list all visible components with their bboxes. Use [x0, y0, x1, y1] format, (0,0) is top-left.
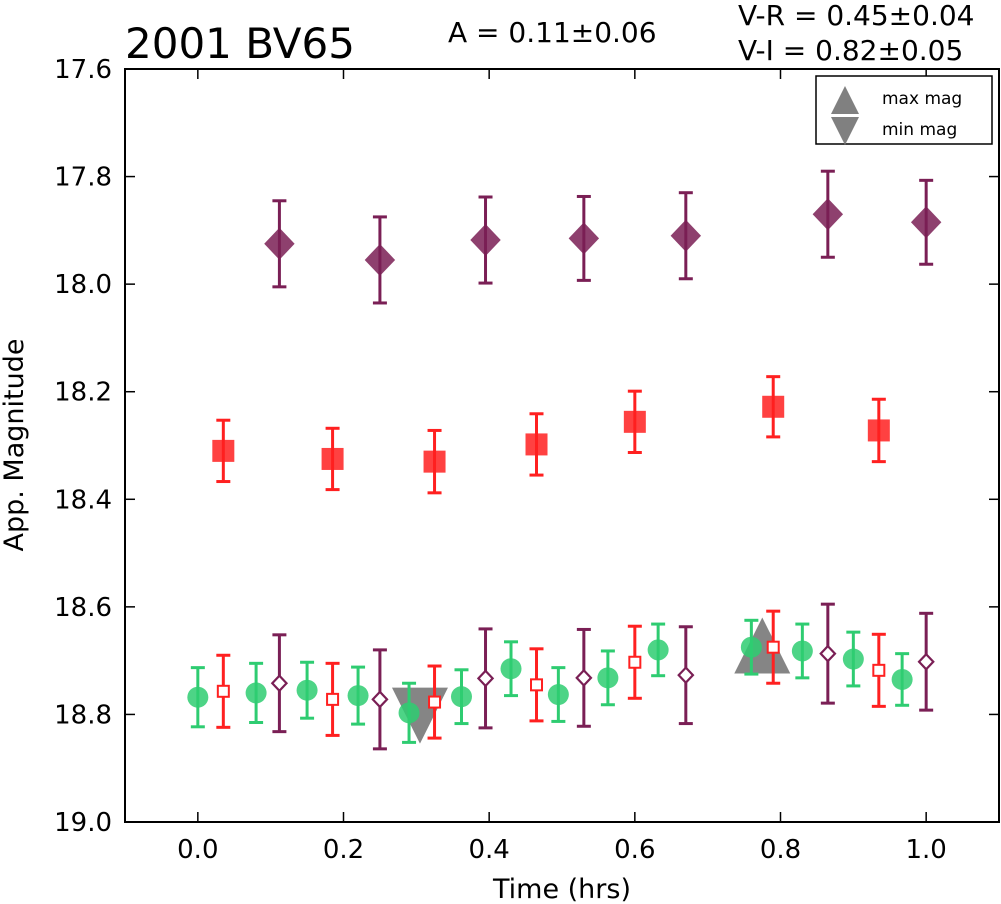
data-point-diamond [470, 224, 501, 257]
data-point-circle [647, 639, 669, 661]
data-point-square [216, 684, 230, 698]
plot-frame [124, 68, 1000, 823]
y-tick-label: 18.4 [54, 485, 112, 515]
min-mag-legend-icon [831, 117, 859, 145]
y-axis-label: App. Magnitude [0, 339, 30, 552]
x-tick-label: 1.0 [905, 835, 946, 865]
data-point-circle [398, 702, 420, 724]
data-point-square [423, 450, 446, 473]
data-point-circle [891, 668, 913, 690]
data-point-diamond [575, 668, 593, 687]
data-point-circle [597, 667, 619, 689]
y-tick-label: 19.0 [54, 808, 112, 838]
data-point-diamond [264, 227, 295, 260]
legend: max mag min mag [815, 75, 993, 145]
v-i-color-annotation: V-I = 0.82±0.05 [738, 34, 963, 67]
data-point-diamond [819, 644, 837, 663]
y-tick-label: 17.6 [54, 55, 112, 85]
series-3-square-open [216, 609, 886, 740]
legend-label-max-mag: max mag [882, 89, 962, 109]
legend-label-min-mag: min mag [882, 120, 957, 140]
x-tick-label: 0.8 [760, 835, 801, 865]
data-point-square [867, 419, 890, 442]
data-point-diamond [812, 198, 844, 231]
data-point-diamond [371, 690, 389, 709]
y-tick-label: 17.8 [54, 163, 112, 193]
data-point-square [623, 410, 646, 433]
x-tick-label: 0.2 [323, 835, 364, 865]
x-tick-label: 0.4 [468, 835, 509, 865]
max-mag-legend-icon [831, 86, 859, 114]
x-tick-label: 0.0 [177, 835, 218, 865]
data-point-diamond [670, 219, 702, 252]
data-point-square [326, 692, 340, 706]
y-tick-label: 18.8 [54, 700, 112, 730]
data-point-square [628, 655, 642, 669]
x-tick-label: 0.6 [614, 835, 655, 865]
data-point-square [321, 447, 344, 470]
data-point-square [530, 678, 544, 692]
data-point-circle [842, 648, 864, 670]
data-point-circle [500, 658, 522, 680]
data-point-circle [245, 682, 267, 704]
data-point-circle [296, 679, 318, 701]
amplitude-annotation: A = 0.11±0.06 [448, 16, 657, 49]
data-point-diamond [677, 666, 695, 685]
plot-area [187, 169, 942, 751]
data-point-circle [547, 684, 569, 706]
data-point-circle [347, 685, 369, 707]
data-point-square [766, 640, 780, 654]
series-4-diamond-open [270, 602, 935, 751]
data-point-diamond [270, 674, 289, 693]
axes: 0.0 0.2 0.4 0.6 0.8 1.0 17.6 17.8 18.0 18.2 18.4 18… [54, 55, 999, 865]
y-tick-label: 18.2 [54, 378, 112, 408]
data-point-diamond [917, 652, 935, 671]
data-point-diamond [364, 243, 396, 276]
series-1-diamond-filled [264, 169, 942, 305]
data-point-diamond [476, 669, 495, 688]
series-0-square-filled [212, 375, 890, 495]
max-mag-marker [734, 617, 791, 674]
data-point-circle [187, 686, 209, 708]
data-point-square [872, 663, 886, 677]
v-r-color-annotation: V-R = 0.45±0.04 [738, 0, 974, 32]
chart-title: 2001 BV65 [125, 19, 355, 68]
data-point-diamond [910, 206, 942, 239]
data-point-square [762, 395, 785, 418]
data-point-circle [450, 686, 472, 708]
data-point-square [525, 433, 548, 456]
y-tick-label: 18.0 [54, 270, 112, 300]
data-point-diamond [568, 222, 600, 255]
data-point-circle [791, 640, 813, 662]
series-2-circle-filled [187, 618, 913, 744]
x-axis-label: Time (hrs) [492, 874, 631, 904]
data-point-square [212, 439, 235, 462]
data-point-circle [740, 636, 762, 658]
y-tick-label: 18.6 [54, 593, 112, 623]
data-point-square [428, 695, 442, 709]
